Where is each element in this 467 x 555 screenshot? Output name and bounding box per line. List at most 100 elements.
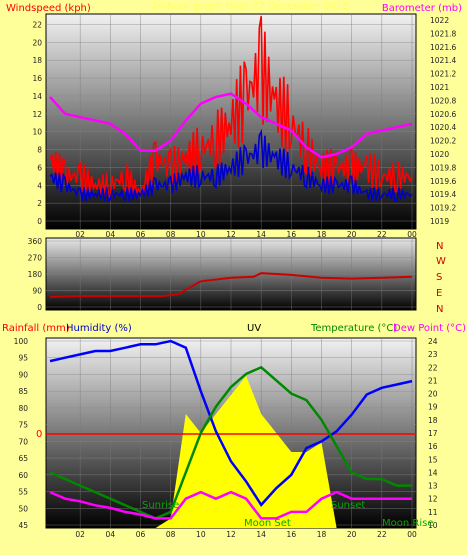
- temp-tick-label: 12: [428, 495, 438, 504]
- temp-tick-label: 21: [428, 376, 438, 385]
- baro-tick-label: 1019.8: [430, 163, 456, 172]
- temp-tick-label: 22: [428, 363, 438, 372]
- dir-tick-label: 180: [28, 270, 43, 279]
- rain-axis-label: Rainfall (mm): [2, 323, 70, 334]
- temp-tick-label: 13: [428, 482, 438, 491]
- temp-tick-label: 10: [428, 521, 438, 530]
- sunset-label: Sunset: [331, 500, 365, 511]
- baro-tick-label: 1021.2: [430, 70, 456, 79]
- series-gust: [49, 128, 413, 203]
- baro-tick-label: 1020.4: [430, 123, 456, 132]
- wind-x-tick-label: 22: [377, 230, 387, 239]
- wind-tick-label: 6: [37, 163, 42, 172]
- hum-tick-label: 50: [18, 504, 28, 513]
- wind-tick-label: 2: [37, 199, 42, 208]
- wind-x-tick-label: 20: [347, 230, 357, 239]
- wind-tick-label: 0: [37, 217, 42, 226]
- baro-tick-label: 1020.2: [430, 137, 456, 146]
- baro-tick-label: 1021.4: [430, 56, 456, 65]
- temp-axis-label: Temperature (°C): [310, 323, 397, 334]
- compass-n-bottom: N: [436, 304, 443, 315]
- wind-tick-label: 16: [32, 74, 42, 83]
- baro-axis-label: Barometer (mb): [382, 3, 462, 14]
- temp-x-tick-label: 08: [166, 530, 176, 539]
- wind-tick-label: 20: [32, 38, 42, 47]
- wind-x-tick-label: 08: [166, 230, 176, 239]
- hum-tick-label: 95: [18, 354, 28, 363]
- grid-lines: [46, 14, 416, 528]
- temp-x-tick-label: 16: [287, 530, 297, 539]
- temp-tick-label: 15: [428, 455, 438, 464]
- baro-tick-label: 1021.8: [430, 29, 456, 38]
- wind-tick-label: 18: [32, 56, 42, 65]
- hum-tick-label: 100: [14, 337, 29, 346]
- hum-tick-label: 80: [18, 404, 28, 413]
- hum-tick-label: 45: [18, 521, 28, 530]
- humidity-axis-label: Humidity (%): [66, 323, 132, 334]
- dew-axis-label: Dew Point (°C): [393, 323, 466, 334]
- wind-x-tick-label: 10: [196, 230, 206, 239]
- hum-tick-label: 75: [18, 421, 28, 430]
- hum-tick-label: 90: [18, 370, 28, 379]
- wind-tick-label: 8: [37, 146, 42, 155]
- temp-tick-label: 11: [428, 508, 438, 517]
- baro-tick-label: 1019: [430, 217, 449, 226]
- temp-x-tick-label: 20: [347, 530, 357, 539]
- dir-tick-label: 0: [37, 303, 42, 312]
- sunrise-label: Sunrise: [142, 500, 179, 511]
- baro-tick-label: 1021.6: [430, 43, 456, 52]
- baro-tick-label: 1022: [430, 16, 449, 25]
- hum-tick-label: 65: [18, 454, 28, 463]
- temp-x-tick-label: 14: [256, 530, 266, 539]
- temp-x-tick-label: 10: [196, 530, 206, 539]
- baro-tick-label: 1019.6: [430, 177, 456, 186]
- baro-tick-label: 1019.2: [430, 204, 456, 213]
- temp-x-tick-label: 22: [377, 530, 387, 539]
- temp-x-tick-label: 00: [407, 530, 417, 539]
- temp-x-tick-label: 18: [317, 530, 327, 539]
- baro-tick-label: 1021: [430, 83, 449, 92]
- temp-x-tick-label: 12: [226, 530, 236, 539]
- moonset-label: Moon Set: [244, 518, 291, 529]
- wind-x-tick-label: 04: [106, 230, 116, 239]
- compass-s: S: [436, 272, 442, 283]
- compass-e: E: [436, 288, 442, 299]
- series-humidity: [49, 339, 413, 507]
- rain-zero-label: 0: [36, 429, 42, 440]
- hum-tick-label: 70: [18, 437, 28, 446]
- series-windspeed: [49, 16, 413, 200]
- series-dew-point: [49, 490, 412, 520]
- tick-labels: 024681012141618202210191019.21019.41019.…: [14, 16, 457, 539]
- temp-x-tick-label: 04: [106, 530, 116, 539]
- baro-tick-label: 1020.6: [430, 110, 456, 119]
- temp-tick-label: 18: [428, 416, 438, 425]
- baro-tick-label: 1019.4: [430, 190, 456, 199]
- hum-tick-label: 60: [18, 471, 28, 480]
- baro-tick-label: 1020: [430, 150, 449, 159]
- dir-tick-label: 90: [32, 287, 42, 296]
- wind-x-tick-label: 16: [287, 230, 297, 239]
- series-uv: [50, 376, 412, 528]
- wind-x-tick-label: 02: [75, 230, 85, 239]
- wind-tick-label: 12: [32, 110, 42, 119]
- hum-tick-label: 85: [18, 387, 28, 396]
- temp-x-tick-label: 02: [75, 530, 85, 539]
- wind-tick-label: 22: [32, 20, 42, 29]
- wind-x-tick-label: 00: [407, 230, 417, 239]
- wind-x-tick-label: 12: [226, 230, 236, 239]
- temp-tick-label: 19: [428, 403, 438, 412]
- temp-tick-label: 24: [428, 337, 438, 346]
- wind-x-tick-label: 14: [256, 230, 266, 239]
- hum-tick-label: 55: [18, 488, 28, 497]
- temp-tick-label: 17: [428, 429, 438, 438]
- dir-tick-label: 270: [28, 254, 43, 263]
- compass-n-top: N: [436, 241, 443, 252]
- temp-tick-label: 20: [428, 390, 438, 399]
- series-temperature: [49, 365, 412, 520]
- chart-title: 24 hour graph from 27 December 2018: [151, 1, 348, 12]
- wind-tick-label: 14: [32, 92, 42, 101]
- temp-x-tick-label: 06: [136, 530, 146, 539]
- temp-tick-label: 14: [428, 468, 438, 477]
- wind-tick-label: 4: [37, 181, 42, 190]
- wind-x-tick-label: 18: [317, 230, 327, 239]
